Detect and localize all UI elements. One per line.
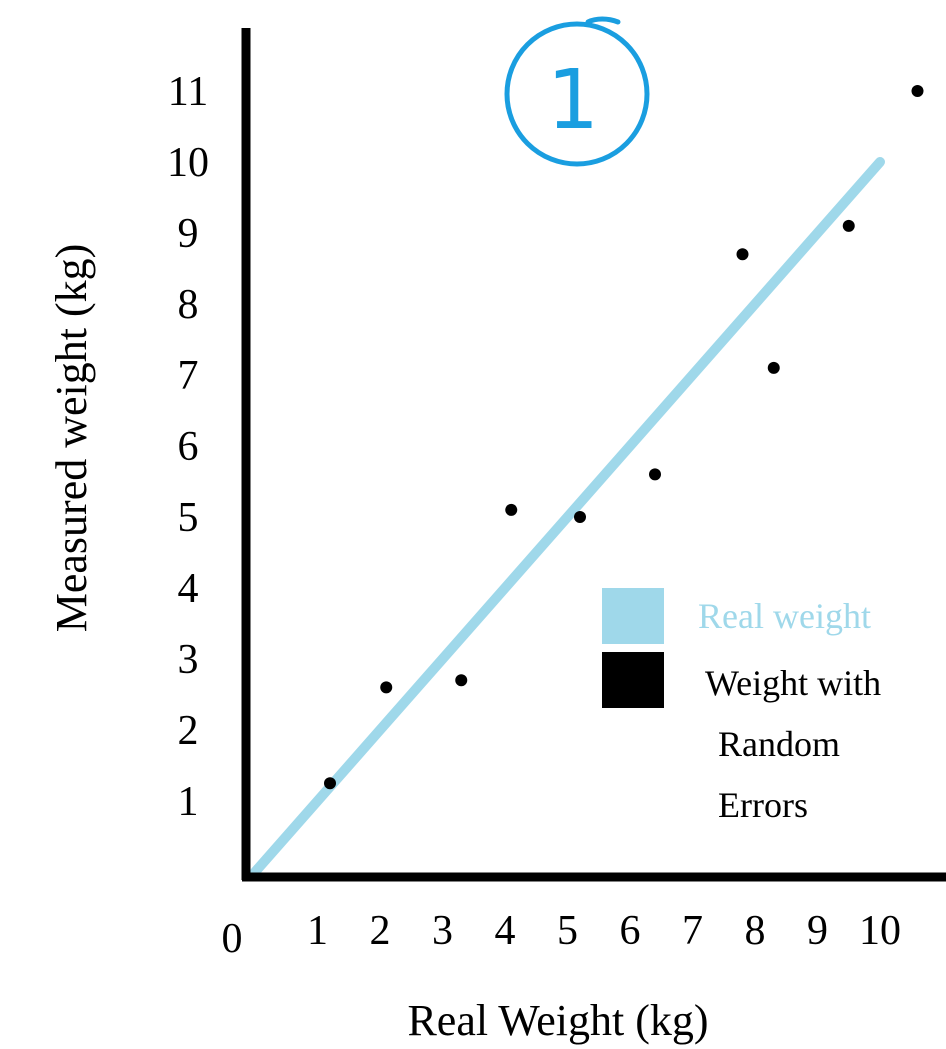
legend: Real weight Weight with Random Errors [602,588,881,825]
y-tick-label-9: 9 [178,211,199,257]
y-tick-label-2: 2 [178,708,199,754]
y-tick-label-3: 3 [178,637,199,683]
data-point-2 [380,681,393,694]
y-tick-label-4: 4 [178,566,199,612]
x-tick-label-2: 2 [370,908,391,954]
legend-swatch-2 [602,652,664,708]
x-tick-label-9: 9 [807,908,828,954]
x-tick-label-1: 1 [307,908,328,954]
data-point-8 [767,361,780,374]
y-tick-label-7: 7 [178,353,199,399]
data-point-5 [574,511,586,523]
x-tick-label-7: 7 [682,908,703,954]
data-point-10 [911,85,924,97]
y-tick-label-10: 10 [167,140,209,186]
y-tick-label-5: 5 [178,495,199,541]
legend-label-2-line-3: Errors [718,785,808,825]
x-axis-title: Real Weight (kg) [407,996,708,1045]
annotation-number: 1 [547,53,599,148]
legend-label-2-line-2: Random [718,724,840,764]
handwritten-annotation: 1 [504,16,650,167]
annotation-circle [504,21,650,167]
legend-swatch-1 [602,588,664,644]
annotation-circle-tail [585,16,621,25]
legend-label-2-line-1: Weight with [705,663,881,703]
x-tick-label-8: 8 [745,908,766,954]
data-point-4 [505,503,518,516]
data-point-6 [649,468,661,481]
y-tick-label-6: 6 [178,424,199,470]
legend-label-1-line-1: Real weight [698,596,871,636]
real-weight-line [250,157,885,877]
data-point-9 [842,219,855,232]
y-tick-label-1: 1 [178,779,199,825]
x-tick-label-10: 10 [859,908,901,954]
x-tick-label-6: 6 [620,908,641,954]
data-point-7 [736,248,749,261]
data-point-1 [324,777,336,790]
x-tick-label-4: 4 [495,908,516,954]
y-tick-label-11: 11 [168,69,208,115]
data-point-3 [455,674,468,687]
x-tick-label-3: 3 [432,908,453,954]
x-tick-label-5: 5 [557,908,578,954]
x-tick-label-0: 0 [222,916,243,962]
y-tick-label-8: 8 [178,282,199,328]
y-axis-title: Measured weight (kg) [47,244,96,633]
